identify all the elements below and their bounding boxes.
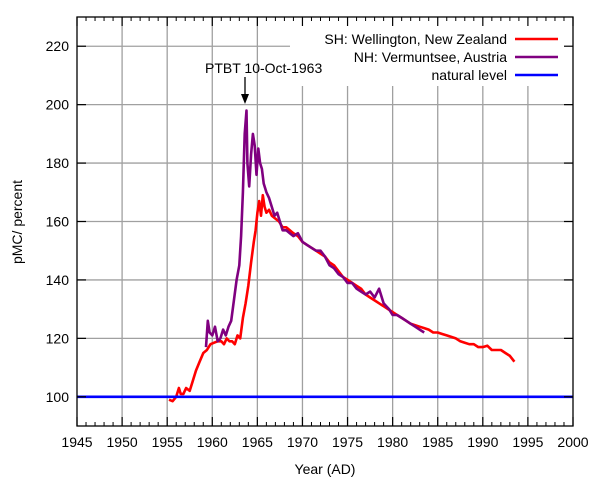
- x-tick-label: 1980: [377, 434, 408, 450]
- y-tick-label: 140: [46, 272, 70, 288]
- x-tick-label: 1965: [242, 434, 273, 450]
- legend-label: natural level: [432, 67, 508, 83]
- x-tick-label: 1950: [107, 434, 138, 450]
- y-tick-label: 200: [46, 97, 70, 113]
- y-tick-label: 160: [46, 214, 70, 230]
- x-tick-label: 1945: [61, 434, 92, 450]
- x-tick-label: 1985: [422, 434, 453, 450]
- annotation-ptbt: PTBT 10-Oct-1963: [205, 60, 322, 104]
- legend-label: NH: Vermuntsee, Austria: [354, 49, 508, 65]
- series-line-1: [204, 109, 425, 348]
- annotation-label: PTBT 10-Oct-1963: [205, 60, 322, 76]
- x-tick-label: 1970: [287, 434, 318, 450]
- x-tick-label: 1995: [512, 434, 543, 450]
- axis-ticks: [76, 17, 574, 426]
- arrow-head-icon: [241, 94, 249, 104]
- x-axis-title: Year (AD): [295, 461, 356, 477]
- y-tick-label: 100: [46, 389, 70, 405]
- y-tick-label: 220: [46, 38, 70, 54]
- x-tick-label: 1955: [152, 434, 183, 450]
- x-tick-label: 1960: [197, 434, 228, 450]
- y-tick-label: 180: [46, 155, 70, 171]
- y-tick-label: 120: [46, 330, 70, 346]
- series-line-0: [168, 193, 516, 403]
- y-axis-title: pMC/ percent: [9, 180, 25, 264]
- data-series: [77, 109, 573, 403]
- legend-label: SH: Wellington, New Zealand: [324, 31, 507, 47]
- tick-labels: 1945 1950 1955 1960 1965 1970 1975 1980 1985 1990…: [46, 38, 589, 450]
- x-tick-label: 2000: [557, 434, 588, 450]
- legend: SH: Wellington, New Zealand NH: Vermuntse…: [324, 31, 558, 83]
- x-tick-label: 1990: [467, 434, 498, 450]
- x-tick-label: 1975: [332, 434, 363, 450]
